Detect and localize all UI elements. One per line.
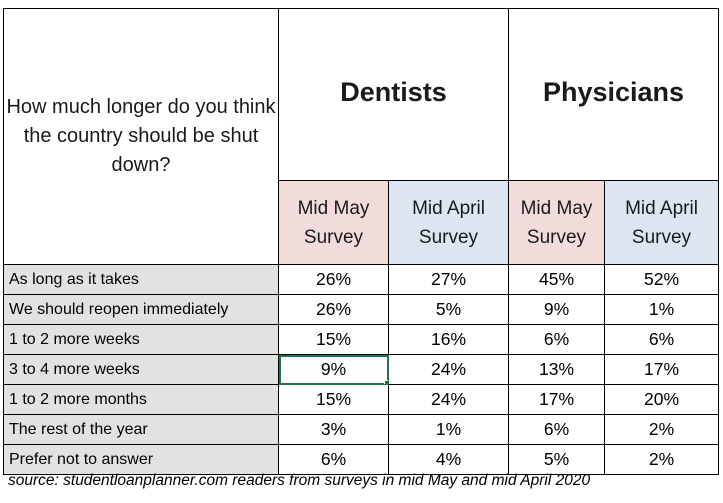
table-row: Prefer not to answer 6% 4% 5% 2% — [3, 444, 719, 475]
dentists-header[interactable]: Dentists — [278, 8, 509, 181]
value-cell[interactable]: 6% — [278, 444, 389, 475]
fill-handle[interactable] — [384, 380, 388, 384]
value-cell[interactable]: 13% — [508, 354, 605, 385]
subheader-row: Mid May Survey Mid April Survey Mid May … — [4, 180, 719, 265]
value-cell[interactable]: 2% — [604, 444, 719, 475]
value-cell[interactable]: 6% — [604, 324, 719, 355]
row-label[interactable]: 1 to 2 more weeks — [3, 324, 279, 355]
table-row: 1 to 2 more months 15% 24% 17% 20% — [3, 384, 719, 415]
value-cell[interactable]: 2% — [604, 414, 719, 445]
physicians-april-header[interactable]: Mid April Survey — [604, 180, 719, 265]
value-cell[interactable]: 5% — [388, 294, 509, 325]
value-cell[interactable]: 26% — [278, 294, 389, 325]
value-cell[interactable]: 20% — [604, 384, 719, 415]
selected-cell[interactable]: 9% — [278, 354, 389, 385]
value-cell[interactable]: 6% — [508, 414, 605, 445]
value-cell[interactable]: 17% — [508, 384, 605, 415]
value-cell[interactable]: 4% — [388, 444, 509, 475]
value-cell[interactable]: 5% — [508, 444, 605, 475]
physicians-may-header[interactable]: Mid May Survey — [508, 180, 605, 265]
source-note: source: studentloanplanner.com readers f… — [8, 472, 591, 489]
question-cell[interactable]: How much longer do you think the country… — [3, 8, 279, 265]
dentists-april-header[interactable]: Mid April Survey — [388, 180, 509, 265]
value-cell[interactable]: 24% — [388, 354, 509, 385]
value-cell[interactable]: 1% — [388, 414, 509, 445]
value-cell[interactable]: 26% — [278, 264, 389, 295]
value-cell[interactable]: 1% — [604, 294, 719, 325]
value-cell[interactable]: 16% — [388, 324, 509, 355]
value-cell[interactable]: 15% — [278, 384, 389, 415]
survey-table: How much longer do you think the country… — [3, 8, 719, 475]
value-cell[interactable]: 15% — [278, 324, 389, 355]
value-cell[interactable]: 52% — [604, 264, 719, 295]
value-cell[interactable]: 3% — [278, 414, 389, 445]
value-cell[interactable]: 45% — [508, 264, 605, 295]
table-row: We should reopen immediately 26% 5% 9% 1% — [3, 294, 719, 325]
row-label[interactable]: We should reopen immediately — [3, 294, 279, 325]
row-label[interactable]: Prefer not to answer — [3, 444, 279, 475]
value-cell[interactable]: 27% — [388, 264, 509, 295]
row-label[interactable]: As long as it takes — [3, 264, 279, 295]
group-header-row: How much longer do you think the country… — [3, 8, 719, 265]
table-row: 3 to 4 more weeks 9% 24% 13% 17% — [3, 354, 719, 385]
physicians-header[interactable]: Physicians — [508, 8, 719, 181]
table-row: As long as it takes 26% 27% 45% 52% — [3, 264, 719, 295]
dentists-may-header[interactable]: Mid May Survey — [278, 180, 389, 265]
table-row: The rest of the year 3% 1% 6% 2% — [3, 414, 719, 445]
value-cell[interactable]: 24% — [388, 384, 509, 415]
row-label[interactable]: The rest of the year — [3, 414, 279, 445]
value-cell[interactable]: 17% — [604, 354, 719, 385]
value-cell[interactable]: 9% — [508, 294, 605, 325]
value-cell[interactable]: 6% — [508, 324, 605, 355]
row-label[interactable]: 3 to 4 more weeks — [3, 354, 279, 385]
row-label[interactable]: 1 to 2 more months — [3, 384, 279, 415]
table-row: 1 to 2 more weeks 15% 16% 6% 6% — [3, 324, 719, 355]
